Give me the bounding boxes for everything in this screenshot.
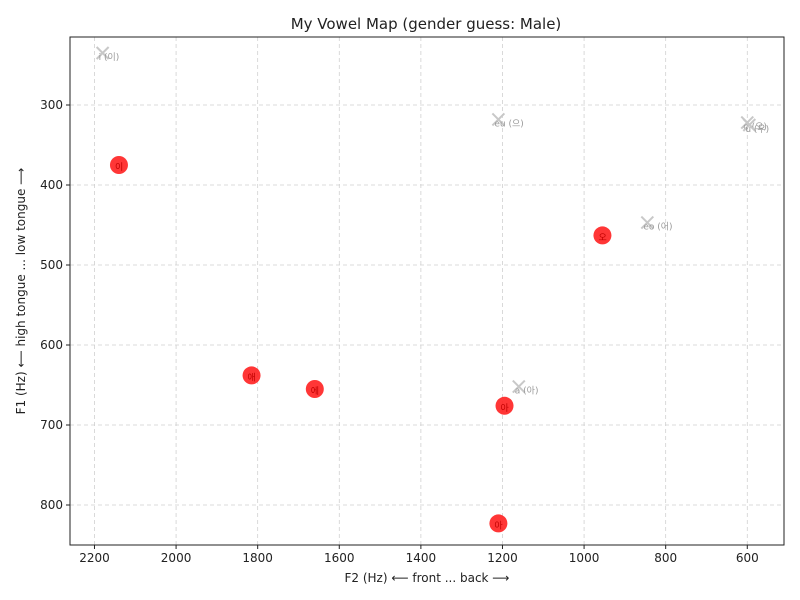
- reference-vowel-marker: [491, 112, 506, 127]
- reference-vowel-label: i (이): [99, 52, 120, 63]
- plot-area-frame: [69, 36, 785, 546]
- x-tick-label: 1000: [569, 551, 600, 565]
- reference-vowel-label: a (아): [515, 386, 539, 397]
- user-vowel-label: 오: [598, 232, 606, 243]
- user-vowel-label: 이: [115, 162, 123, 173]
- reference-x-stroke: [95, 46, 110, 60]
- y-axis-ticks: 300 400 500 600 700 800: [40, 98, 70, 512]
- x-tick-label: 2000: [161, 551, 192, 565]
- x-tick-label: 800: [654, 551, 677, 565]
- reference-x-stroke: [491, 112, 506, 127]
- reference-vowel-marker: [742, 118, 757, 132]
- reference-vowels: i (이) eu (으) o (오)u (우) eo (어) a (아): [95, 46, 769, 397]
- reference-x-stroke: [512, 379, 526, 394]
- reference-vowel-marker: [640, 215, 655, 230]
- reference-vowel-label: eu (으): [494, 118, 523, 129]
- grid: [70, 37, 784, 545]
- user-vowel-point: [593, 226, 612, 245]
- reference-vowel-label: o (오): [743, 122, 767, 133]
- x-tick-label: 1600: [324, 551, 355, 565]
- user-vowel-label: 에: [311, 386, 319, 397]
- x-axis-label: F2 (Hz) ⟵ front ... back ⟶: [344, 571, 509, 585]
- user-vowel-point: [242, 366, 261, 385]
- y-tick-label: 400: [40, 178, 63, 192]
- reference-vowel-label: u (우): [745, 124, 769, 135]
- user-vowel-point: [489, 514, 508, 533]
- y-tick-label: 300: [40, 98, 63, 112]
- x-tick-label: 1800: [242, 551, 273, 565]
- user-vowel-point: [495, 396, 514, 415]
- reference-x-stroke: [742, 118, 757, 132]
- reference-vowel-label: eo (어): [643, 222, 672, 233]
- reference-x-stroke: [640, 215, 655, 230]
- reference-vowel-marker: [95, 46, 110, 60]
- x-tick-label: 2200: [79, 551, 110, 565]
- y-tick-label: 500: [40, 258, 63, 272]
- reference-vowel-marker: [512, 379, 526, 394]
- y-tick-label: 700: [40, 418, 63, 432]
- user-vowel-label: 애: [248, 372, 256, 383]
- x-axis-ticks: 2200 2000 1800 1600 1400 1200 1000 800 600: [79, 545, 759, 565]
- y-axis-label: F1 (Hz) ⟵ high tongue ... low tongue ⟶: [14, 168, 28, 415]
- x-tick-label: 600: [736, 551, 759, 565]
- y-tick-label: 800: [40, 498, 63, 512]
- y-tick-label: 600: [40, 338, 63, 352]
- user-vowel-label: 아: [494, 520, 503, 531]
- user-vowel-point: [305, 380, 324, 398]
- chart-title: My Vowel Map (gender guess: Male): [291, 15, 562, 33]
- user-vowel-point: [109, 156, 128, 174]
- x-tick-label: 1200: [487, 551, 518, 565]
- user-vowel-label: 아: [501, 403, 510, 414]
- x-tick-label: 1400: [406, 551, 437, 565]
